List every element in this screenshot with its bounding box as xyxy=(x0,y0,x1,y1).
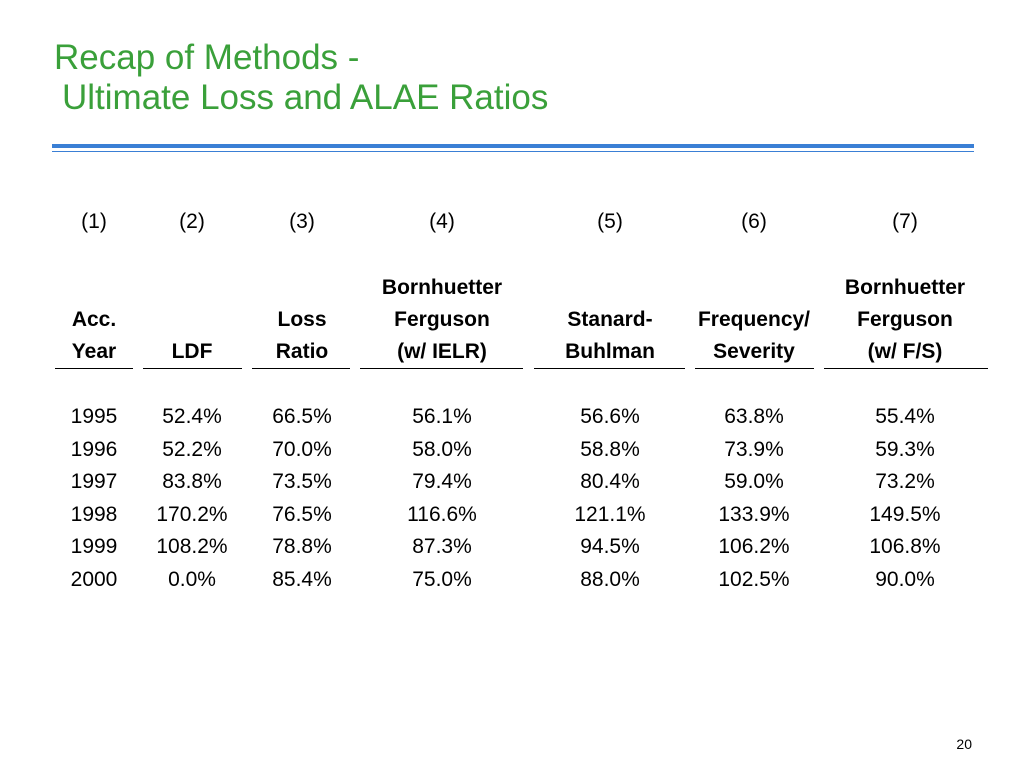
column-header: Severity xyxy=(713,340,795,363)
column-header: Ratio xyxy=(275,340,329,363)
column-header: Bornhuetter xyxy=(844,276,966,299)
table-cell: 73.9% xyxy=(724,437,784,461)
table-cell: 2000 xyxy=(70,567,118,591)
column-header: (w/ F/S) xyxy=(867,340,943,363)
column-header: Year xyxy=(71,340,117,363)
slide-title-line1: Recap of Methods - xyxy=(54,38,360,77)
column-number: (3) xyxy=(289,210,315,233)
table-cell: 63.8% xyxy=(724,405,784,428)
table-cell: 73.2% xyxy=(875,470,935,493)
column-header: LDF xyxy=(171,340,213,363)
table-cell: 87.3% xyxy=(412,535,472,558)
table-cell: 56.6% xyxy=(580,405,640,428)
table-cell: 94.5% xyxy=(580,535,640,558)
column-header: Loss xyxy=(277,308,327,331)
column-number: (6) xyxy=(741,210,767,233)
header-underline xyxy=(695,368,814,369)
column-number: (4) xyxy=(429,210,455,233)
table-cell: 1997 xyxy=(70,470,118,493)
table-cell: 78.8% xyxy=(272,535,332,558)
column-header: Acc. xyxy=(71,308,117,331)
header-underline xyxy=(143,368,242,369)
table-cell: 52.2% xyxy=(162,437,222,461)
header-underline xyxy=(534,368,685,369)
table-cell: 1999 xyxy=(70,535,118,558)
column-header: (w/ IELR) xyxy=(397,340,487,363)
column-header: Buhlman xyxy=(565,340,655,363)
table-cell: 106.2% xyxy=(718,535,790,558)
title-divider-thin xyxy=(52,151,974,152)
slide-title: Recap of Methods - Ultimate Loss and ALA… xyxy=(54,38,548,118)
table-cell: 85.4% xyxy=(272,567,332,591)
table-cell: 52.4% xyxy=(162,405,222,428)
table-cell: 108.2% xyxy=(156,535,228,558)
table-cell: 90.0% xyxy=(875,567,935,591)
table-cell: 170.2% xyxy=(156,502,228,526)
table-cell: 58.0% xyxy=(412,437,472,461)
table-cell: 73.5% xyxy=(272,470,332,493)
slide-title-line2: Ultimate Loss and ALAE Ratios xyxy=(62,78,549,117)
table-cell: 70.0% xyxy=(272,437,332,461)
table-cell: 59.3% xyxy=(875,437,935,461)
column-header: Ferguson xyxy=(857,308,953,331)
table-cell: 88.0% xyxy=(580,567,640,591)
table-cell: 1996 xyxy=(70,437,118,461)
page-number: 20 xyxy=(956,736,972,752)
table-cell: 80.4% xyxy=(580,470,640,493)
table-cell: 121.1% xyxy=(574,502,646,526)
table-cell: 56.1% xyxy=(412,405,472,428)
title-divider-thick xyxy=(52,144,974,148)
table-cell: 58.8% xyxy=(580,437,640,461)
table-cell: 66.5% xyxy=(272,405,332,428)
column-number: (7) xyxy=(892,210,918,233)
column-number: (1) xyxy=(81,210,107,233)
header-underline xyxy=(824,368,988,369)
table-cell: 59.0% xyxy=(724,470,784,493)
header-underline xyxy=(252,368,350,369)
table-cell: 83.8% xyxy=(162,470,222,493)
column-header: Ferguson xyxy=(394,308,490,331)
table-cell: 102.5% xyxy=(718,567,790,591)
table-cell: 75.0% xyxy=(412,567,472,591)
table-cell: 79.4% xyxy=(412,470,472,493)
column-header: Stanard- xyxy=(567,308,653,331)
table-cell: 106.8% xyxy=(869,535,941,558)
column-number: (2) xyxy=(179,210,205,233)
header-underline xyxy=(55,368,133,369)
table-cell: 76.5% xyxy=(272,502,332,526)
column-header: Frequency/ xyxy=(697,308,811,331)
table-cell: 0.0% xyxy=(168,567,216,591)
column-number: (5) xyxy=(597,210,623,233)
table-cell: 149.5% xyxy=(869,502,941,526)
table-cell: 133.9% xyxy=(718,502,790,526)
table-cell: 116.6% xyxy=(407,502,477,526)
column-header: Bornhuetter xyxy=(381,276,503,299)
header-underline xyxy=(360,368,523,369)
table-cell: 55.4% xyxy=(875,405,935,428)
table-cell: 1995 xyxy=(70,405,118,428)
table-cell: 1998 xyxy=(70,502,118,526)
